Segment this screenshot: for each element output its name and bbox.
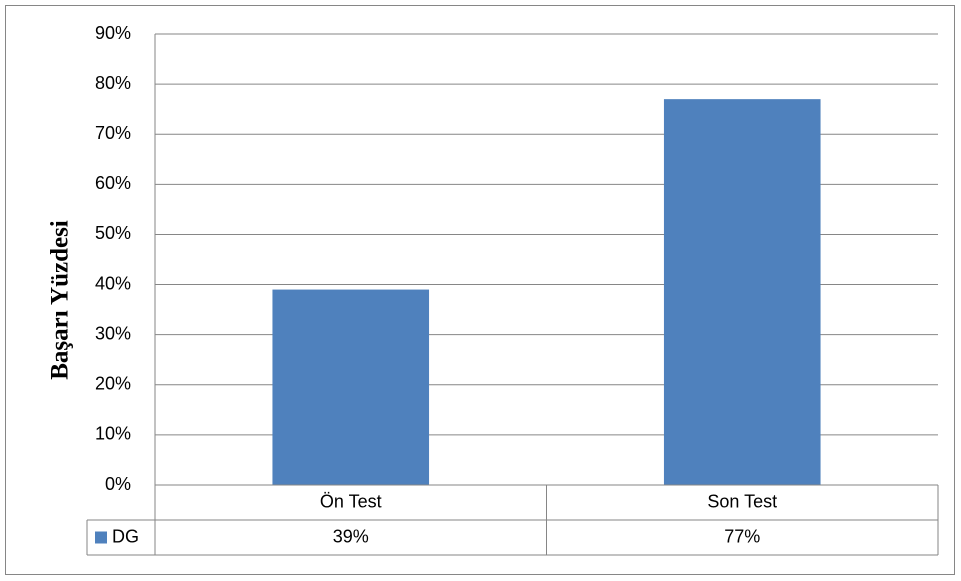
y-tick-label: 10% <box>95 424 131 444</box>
y-tick-label: 40% <box>95 273 131 293</box>
y-tick-label: 60% <box>95 173 131 193</box>
y-tick-label: 70% <box>95 123 131 143</box>
y-tick-label: 20% <box>95 374 131 394</box>
table-value: 39% <box>333 526 369 546</box>
x-tick-label: Ön Test <box>320 491 382 511</box>
y-tick-label: 50% <box>95 223 131 243</box>
y-tick-label: 30% <box>95 323 131 343</box>
legend-label: DG <box>112 526 139 546</box>
y-tick-label: 90% <box>95 23 131 43</box>
y-tick-label: 0% <box>105 474 131 494</box>
y-tick-label: 80% <box>95 73 131 93</box>
table-value: 77% <box>724 526 760 546</box>
y-axis-title: Başarı Yüzdesi <box>47 220 74 380</box>
bar <box>663 99 821 486</box>
legend-swatch <box>95 531 107 544</box>
x-tick-label: Son Test <box>707 491 777 511</box>
bar <box>272 289 430 485</box>
